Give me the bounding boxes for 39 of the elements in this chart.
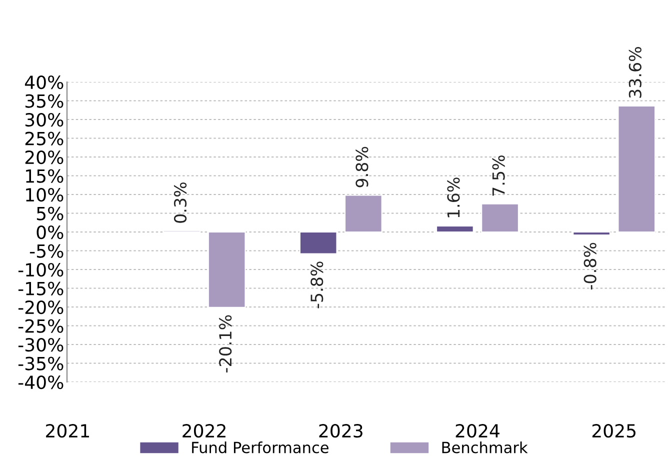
bar (618, 105, 656, 233)
y-tick-label: -25% (18, 319, 64, 333)
data-label: 9.8% (356, 146, 368, 188)
x-tick-label: 2025 (592, 424, 636, 438)
y-tick-label: 10% (26, 188, 64, 202)
bar (436, 225, 474, 233)
y-tick-label: -10% (18, 262, 64, 277)
y-tick-label: -20% (18, 300, 64, 314)
y-tick-label: -5% (30, 244, 64, 258)
legend-label: Benchmark (442, 441, 528, 454)
data-label: 33.6% (628, 47, 642, 98)
y-tick-label: 0% (36, 225, 64, 240)
bar (208, 231, 246, 308)
bar (344, 194, 382, 233)
bar (572, 231, 611, 236)
y-tick-label: -40% (18, 375, 64, 390)
data-label: 0.3% (174, 182, 187, 223)
y-tick-label: 15% (26, 169, 64, 183)
data-label: -5.8% (310, 262, 324, 308)
data-label: -0.8% (584, 242, 596, 290)
y-tick-label: 30% (25, 112, 64, 127)
data-label: 7.5% (492, 156, 505, 196)
x-tick-label: 2023 (319, 424, 362, 438)
y-tick-label: 40% (24, 75, 64, 90)
x-tick-label: 2024 (456, 424, 500, 438)
bar (481, 203, 520, 233)
y-tick-label: 20% (25, 150, 64, 164)
y-tick-label: 5% (36, 206, 64, 220)
bar (299, 231, 338, 254)
y-tick-label: -15% (18, 282, 64, 296)
legend-label: Fund Performance (192, 441, 328, 454)
data-label: 1.6% (447, 178, 460, 218)
y-tick-label: 25% (25, 132, 64, 146)
y-tick-label: -30% (18, 338, 64, 352)
y-tick-label: 35% (25, 94, 64, 108)
x-tick-label: 2022 (182, 424, 226, 438)
data-label: -20.1% (219, 315, 232, 372)
y-tick-label: -35% (18, 356, 64, 370)
x-tick-label: 2021 (46, 424, 89, 438)
